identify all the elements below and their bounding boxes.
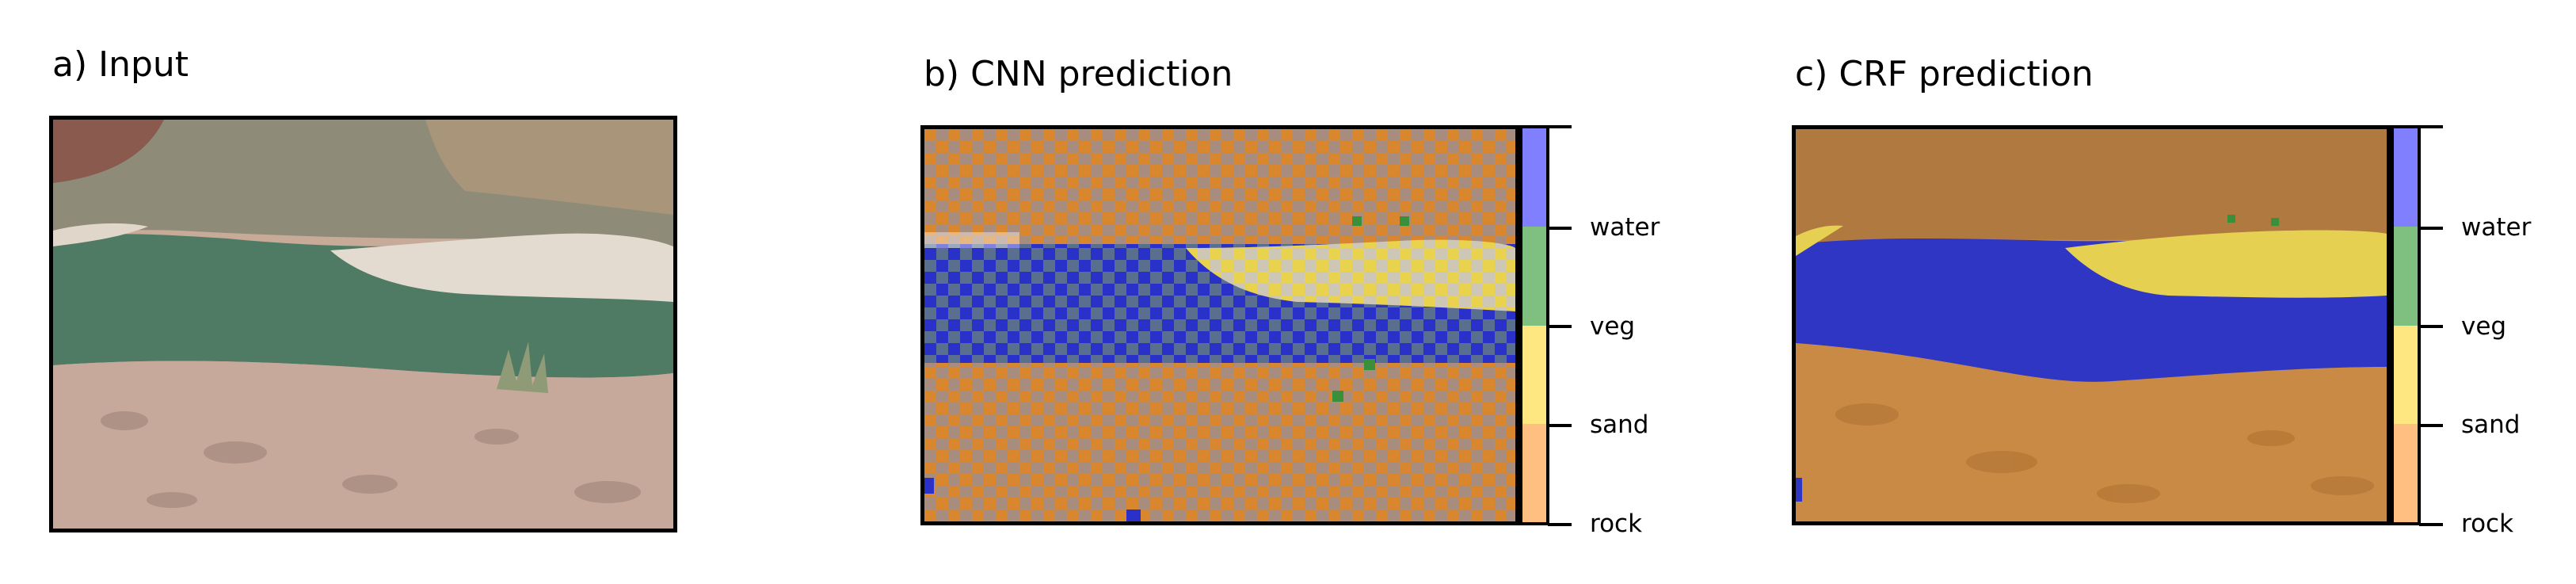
cnn-colorbar-tick (1548, 325, 1572, 328)
colorbar-water-segment (2394, 128, 2418, 227)
crf-colorbar-label-rock: rock (2461, 510, 2514, 538)
cnn-colorbar-label-rock: rock (1590, 510, 1643, 538)
crf-prediction-image (1792, 125, 2391, 525)
cnn-colorbar-tick (1548, 424, 1572, 427)
panel-a-title: a) Input (52, 44, 189, 85)
colorbar-rock-segment (1522, 423, 1546, 522)
crf-colorbar-tick (2419, 227, 2443, 230)
cnn-colorbar-label-water: water (1590, 213, 1660, 242)
cnn-colorbar-label-sand: sand (1590, 410, 1649, 439)
crf-colorbar-tick (2419, 424, 2443, 427)
colorbar-water-segment (1522, 128, 1546, 227)
panel-c-title: c) CRF prediction (1795, 54, 2094, 94)
panel-b-title: b) CNN prediction (924, 54, 1233, 94)
colorbar-sand-segment (1522, 325, 1546, 424)
cnn-prediction-image (920, 125, 1519, 525)
colorbar-veg-segment (1522, 227, 1546, 326)
input-image (49, 116, 677, 532)
colorbar-sand-segment (2394, 325, 2418, 424)
crf-colorbar-label-veg: veg (2461, 312, 2507, 341)
crf-colorbar-tick (2419, 325, 2443, 328)
cnn-colorbar-label-veg: veg (1590, 312, 1636, 341)
colorbar-rock-segment (2394, 423, 2418, 522)
cnn-colorbar-tick (1548, 523, 1572, 526)
cnn-colorbar (1519, 125, 1549, 525)
crf-colorbar (2391, 125, 2421, 525)
cnn-colorbar-tick (1548, 227, 1572, 230)
crf-colorbar-label-sand: sand (2461, 410, 2521, 439)
crf-colorbar-label-water: water (2461, 213, 2532, 242)
crf-colorbar-top-tick (2419, 125, 2443, 128)
cnn-colorbar-top-tick (1548, 125, 1572, 128)
colorbar-veg-segment (2394, 227, 2418, 326)
crf-colorbar-tick (2419, 523, 2443, 526)
